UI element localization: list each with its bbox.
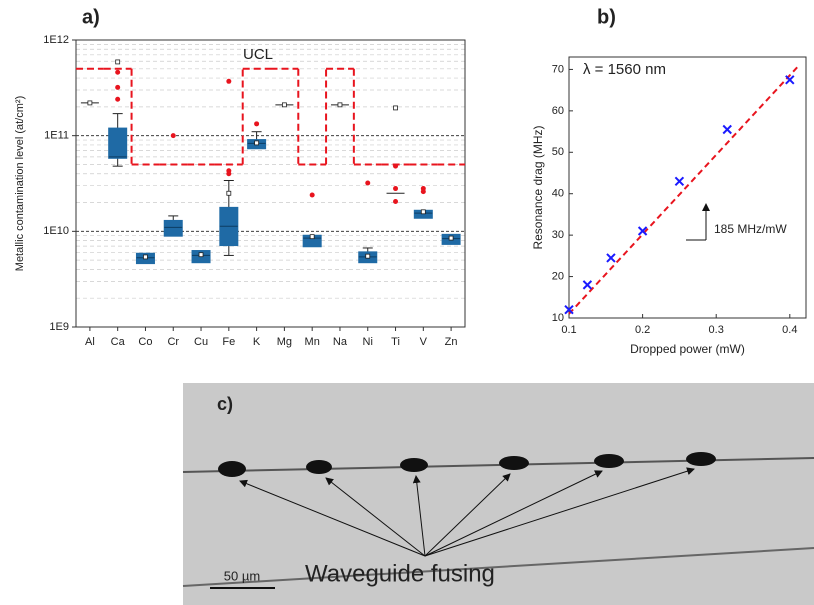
data-point (637, 226, 648, 236)
arrows (239, 467, 695, 557)
box (163, 219, 183, 237)
x-tick-label: Mn (305, 336, 320, 348)
outlier (393, 163, 399, 169)
data-point (722, 124, 732, 135)
droplet (400, 458, 428, 472)
droplet (499, 456, 529, 470)
y-tick-label: 70 (552, 63, 564, 75)
y-axis-label: Resonance drag (MHz) (531, 125, 545, 249)
y-tick-label: 1E9 (49, 321, 69, 333)
mean (337, 102, 343, 108)
y-tick-label: 20 (552, 270, 564, 282)
y-tick-label: 60 (552, 105, 564, 117)
scale-bar-label: 50 µm (224, 568, 260, 583)
data-point (674, 176, 685, 186)
x-tick-label: Co (138, 336, 152, 348)
droplet (594, 454, 624, 468)
x-tick-label: 0.4 (782, 324, 797, 336)
x-tick-label: Cr (167, 336, 179, 348)
y-tick-label: 10 (552, 312, 564, 324)
outlier (170, 133, 176, 139)
y-tick-label: 1E11 (44, 130, 69, 142)
data-point (785, 75, 795, 85)
mean (448, 235, 454, 241)
y-tick-label: 40 (552, 188, 564, 200)
outlier (393, 199, 399, 205)
data-point (582, 280, 593, 290)
x-tick-label: 0.2 (635, 324, 650, 336)
mean (309, 234, 315, 240)
outlier (115, 69, 121, 75)
x-tick-label: Zn (445, 336, 458, 348)
mean (365, 253, 371, 259)
box (108, 127, 128, 159)
ucl-label: UCL (243, 46, 273, 63)
x-tick-label: Na (333, 336, 348, 348)
mean (87, 100, 93, 106)
outlier (115, 84, 121, 90)
x-tick-label: Fe (222, 336, 235, 348)
x-tick-label: 0.3 (709, 324, 724, 336)
panel-label: b) (597, 6, 616, 28)
data-point (606, 253, 616, 263)
y-tick-label: 1E12 (43, 34, 69, 46)
droplet (218, 461, 246, 477)
x-tick-label: 0.1 (561, 324, 576, 336)
mean (115, 59, 121, 65)
mean (226, 190, 232, 196)
mean (393, 105, 398, 111)
panel-label: c) (217, 394, 233, 414)
x-tick-label: Ni (363, 336, 373, 348)
x-tick-label: Mg (277, 336, 292, 348)
x-tick-label: Ca (111, 336, 126, 348)
mean (254, 140, 260, 146)
outlier (115, 96, 121, 102)
x-tick-label: Ti (391, 336, 400, 348)
fit-line (568, 66, 798, 315)
outlier (226, 171, 232, 177)
plot-frame (75, 39, 466, 328)
micrograph: 50 µm Waveguide fusing c) (182, 383, 814, 605)
outlier (254, 121, 260, 127)
annotation: 185 MHz/mW (714, 222, 787, 236)
outlier (365, 180, 371, 186)
x-tick-label: V (420, 336, 428, 348)
x-axis-label: Dropped power (mW) (630, 342, 745, 356)
outlier (393, 186, 399, 192)
mean (143, 254, 148, 260)
data-point (564, 305, 574, 315)
image-background (183, 383, 814, 605)
outlier (420, 189, 426, 195)
mean (198, 252, 204, 258)
annotation: λ = 1560 nm (583, 61, 666, 78)
x-tick-label: Al (85, 336, 95, 348)
panel-label: a) (82, 6, 100, 28)
droplet (306, 460, 332, 474)
waveguide (182, 547, 814, 587)
droplet (686, 452, 716, 466)
caption: Waveguide fusing (305, 560, 495, 587)
y-tick-label: 1E10 (43, 225, 69, 237)
outlier (309, 192, 315, 198)
outlier (226, 78, 232, 84)
y-tick-label: 50 (552, 146, 564, 158)
x-tick-label: Cu (194, 336, 208, 348)
y-axis-label: Metallic contamination level (at/cm²) (14, 96, 26, 271)
mean (281, 102, 287, 108)
plot-frame (568, 56, 807, 319)
mean (420, 209, 426, 215)
y-tick-label: 30 (552, 229, 564, 241)
x-tick-label: K (253, 336, 261, 348)
